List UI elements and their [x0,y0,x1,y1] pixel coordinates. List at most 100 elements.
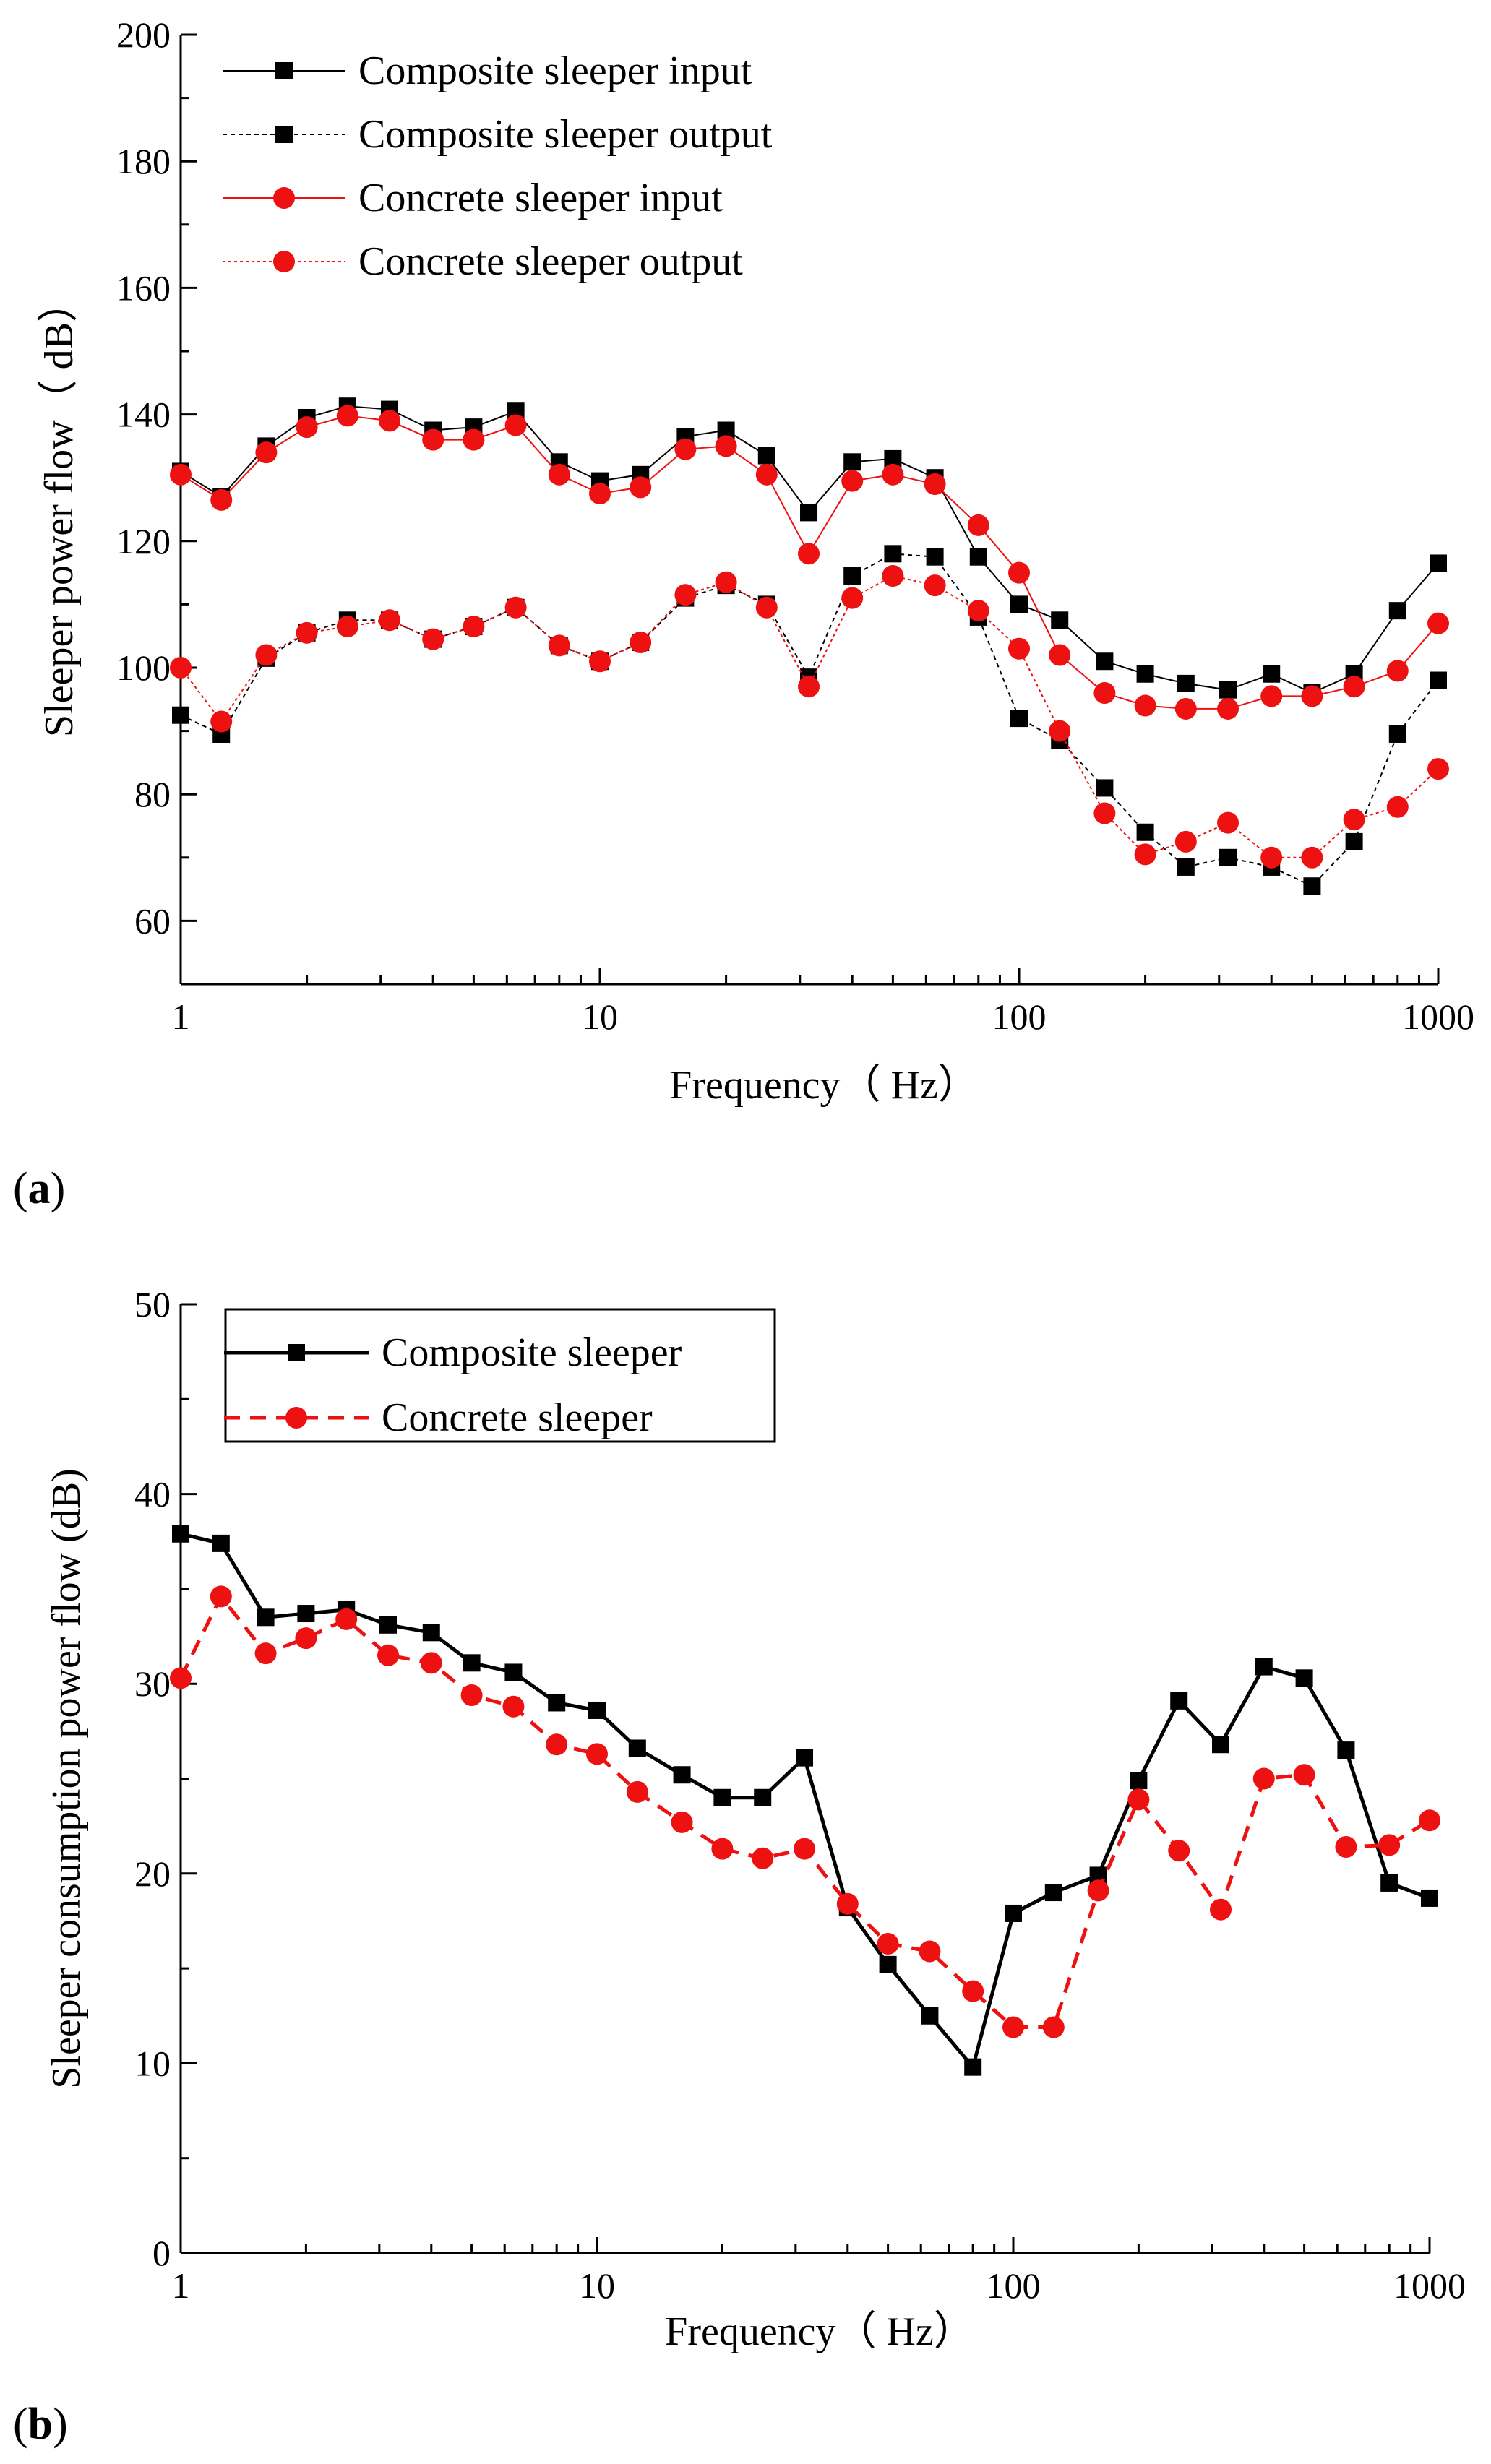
data-point [1010,710,1028,728]
data-point [1049,644,1071,666]
x-tick-label: 1000 [1402,996,1474,1037]
data-point [628,1739,646,1757]
data-point [924,574,946,597]
y-tick-label: 30 [134,1663,171,1704]
data-point [1210,1898,1232,1921]
data-point [1170,1692,1188,1710]
data-point [877,1932,899,1955]
data-point [460,1684,483,1706]
data-point [926,548,944,566]
data-point [962,1980,984,2002]
y-tick-label: 0 [152,2233,171,2273]
data-point [1293,1764,1315,1786]
data-point [841,470,864,492]
data-point [379,1616,398,1634]
data-point [1212,1736,1230,1754]
data-point [546,1733,568,1756]
series-line [180,553,1439,887]
data-point [884,545,902,563]
data-point [919,1940,941,1963]
chart-panel-a: 60 80 100 120 140 160 180 200 1 10 100 1000 Frequenc… [13,14,1474,1213]
data-point [1295,1669,1313,1687]
chart-panel-b: 0 10 20 30 40 50 1 10 100 1000 Frequency（ Hz） Sleep… [13,1284,1466,2449]
legend-label: Concrete sleeper [382,1395,653,1440]
data-point [548,634,570,657]
data-point [589,483,611,505]
data-point [969,548,987,566]
data-point [255,644,278,666]
data-point [1168,1840,1190,1862]
data-point [379,410,401,432]
legend: Composite sleeper input Composite sleeper… [223,48,773,284]
data-point [422,1624,440,1642]
data-point [1177,858,1195,876]
series-concrete-sleeper [170,1585,1440,2038]
data-point [422,428,444,451]
data-point [1263,665,1281,683]
y-tick-label: 200 [116,14,171,55]
data-point [1337,1741,1355,1759]
data-point [588,1701,606,1719]
y-tick-label: 40 [134,1474,171,1515]
data-point [170,1667,192,1689]
data-point [586,1743,608,1765]
data-point [1260,685,1283,707]
data-point [548,1694,566,1712]
data-point [1260,846,1283,869]
data-point [1096,779,1114,797]
data-point [755,596,778,619]
data-point [254,1642,277,1665]
data-point [463,1654,481,1672]
data-point [754,1788,772,1806]
data-point [422,628,444,650]
data-point [1345,832,1363,850]
data-point [836,1892,859,1915]
data-point [1042,2016,1065,2038]
data-point [1010,595,1028,613]
data-point [1177,674,1195,692]
data-point [843,567,861,585]
data-point [1386,660,1409,682]
data-point [882,564,904,587]
legend-label: Composite sleeper [382,1330,682,1375]
y-tick-label: 120 [116,521,171,561]
data-point [1127,1788,1150,1811]
data-point [879,1955,897,1973]
data-point [170,657,192,679]
data-point [589,650,611,673]
legend-label: Composite sleeper output [358,112,773,157]
data-point [335,1608,358,1630]
data-point [296,621,318,644]
legend: Composite sleeper Concrete sleeper [224,1308,776,1443]
data-point [1427,612,1449,634]
data-point [794,1838,816,1860]
legend-marker [285,1407,307,1429]
data-point [1380,1874,1398,1892]
data-point [297,1605,315,1623]
data-point [964,2058,982,2076]
data-point [1388,725,1406,743]
data-point [1217,697,1239,720]
data-point [673,1766,691,1784]
legend-marker [273,187,295,209]
data-point [1430,554,1447,572]
y-tick-label: 10 [134,2043,171,2083]
data-point [1093,682,1116,705]
series-composite-sleeper [172,1525,1438,2076]
data-point [1343,809,1365,831]
x-tick-label: 10 [579,2265,615,2306]
data-point [212,1534,230,1552]
data-point [1136,823,1154,841]
data-point [921,2007,939,2025]
data-point [255,441,278,464]
data-point [210,1585,232,1608]
data-point [841,587,864,609]
y-tick-label: 180 [116,141,171,181]
data-point [1252,1767,1275,1790]
y-tick-label: 60 [134,900,171,941]
data-point [210,488,233,511]
y-axis-title: Sleeper power flow（ dB） [37,282,82,737]
data-point [1303,877,1321,895]
data-point [1421,1889,1438,1907]
